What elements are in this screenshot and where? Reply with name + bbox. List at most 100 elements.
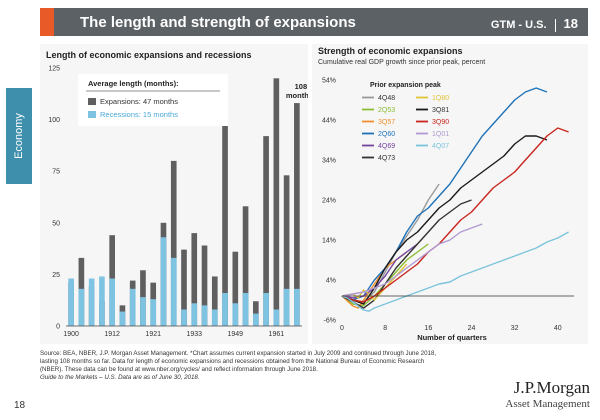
legend-label-3q90: 3Q90 bbox=[432, 119, 449, 126]
recession-bar bbox=[294, 288, 300, 326]
page-number: 18 bbox=[14, 400, 26, 411]
bar-y-tick-label: 100 bbox=[48, 117, 60, 124]
recession-bar bbox=[170, 257, 177, 326]
legend-label-4q73: 4Q73 bbox=[378, 155, 395, 162]
legend-label-1q01: 1Q01 bbox=[432, 131, 449, 138]
series-line-4q73 bbox=[341, 199, 472, 309]
legend-label-recessions: Recessions: 15 months bbox=[100, 110, 178, 119]
recession-bar bbox=[119, 311, 126, 326]
line-x-tick-label: 24 bbox=[468, 325, 476, 332]
legend-label-2q60: 2Q60 bbox=[378, 131, 395, 138]
line-chart-subtitle: Cumulative real GDP growth since prior p… bbox=[318, 59, 485, 66]
right-panel: Strength of economic expansions Cumulati… bbox=[312, 44, 588, 344]
expansion-bar bbox=[232, 251, 239, 326]
line-x-tick-label: 0 bbox=[340, 325, 344, 332]
recession-bar bbox=[88, 278, 95, 326]
recession-bar bbox=[222, 292, 228, 326]
bar-x-tick-label: 1949 bbox=[228, 331, 244, 338]
recession-bar bbox=[253, 313, 259, 326]
bar-y-tick-label: 25 bbox=[52, 272, 60, 279]
expansion-bar bbox=[242, 206, 249, 326]
bar-y-tick-label: 50 bbox=[52, 220, 60, 227]
expansion-bar bbox=[181, 249, 187, 326]
bar-x-tick-label: 1900 bbox=[63, 331, 79, 338]
expansion-bar bbox=[273, 78, 280, 326]
recession-bar bbox=[181, 309, 187, 326]
recession-bar bbox=[150, 299, 157, 326]
series-line-1q80 bbox=[341, 263, 408, 301]
legend-label-3q57: 3Q57 bbox=[378, 119, 395, 126]
series-line-3q81 bbox=[341, 135, 548, 305]
header-accent-mark bbox=[40, 8, 54, 36]
legend-swatch-expansions bbox=[88, 98, 96, 105]
expansion-bar bbox=[263, 136, 269, 326]
legend-label-expansions: Expansions: 47 months bbox=[100, 97, 178, 106]
recession-bar bbox=[273, 309, 280, 326]
footnote-line-3: (NBER). These data can be found at www.n… bbox=[40, 366, 318, 373]
legend-label-1q80: 1Q80 bbox=[432, 95, 449, 102]
recession-bar bbox=[78, 288, 85, 326]
line-legend-title: Prior expansion peak bbox=[370, 82, 441, 89]
recession-bar bbox=[191, 303, 198, 326]
market-label: GTM - U.S. bbox=[490, 19, 547, 31]
series-line-4q07 bbox=[341, 231, 569, 312]
bar-y-tick-label: 125 bbox=[48, 66, 60, 73]
series-line-1q01 bbox=[341, 223, 483, 297]
footnote-line-2: lasting 108 months so far. Data for leng… bbox=[40, 358, 425, 365]
line-y-tick-label: 44% bbox=[322, 118, 336, 125]
line-x-tick-label: 40 bbox=[554, 325, 562, 332]
footnote: Source: BEA, NBER, J.P. Morgan Asset Man… bbox=[40, 350, 470, 382]
bar-x-tick-label: 1921 bbox=[145, 331, 161, 338]
line-y-tick-label: 14% bbox=[322, 238, 336, 245]
recession-bar bbox=[160, 237, 167, 326]
bar-x-tick-label: 1961 bbox=[269, 331, 285, 338]
line-chart-xlabel: Number of quarters bbox=[417, 333, 487, 342]
line-x-tick-label: 16 bbox=[424, 325, 432, 332]
recession-bar bbox=[68, 278, 74, 326]
expansion-bar bbox=[191, 233, 198, 326]
bar-legend-title: Average length (months): bbox=[88, 79, 179, 88]
legend-label-4q69: 4Q69 bbox=[378, 143, 395, 150]
logo-line-1: J.P.Morgan bbox=[513, 378, 590, 397]
bar-chart-title: Length of economic expansions and recess… bbox=[46, 50, 252, 60]
line-x-tick-label: 32 bbox=[511, 325, 519, 332]
header-right: GTM - U.S. 18 bbox=[491, 16, 578, 32]
header-divider bbox=[554, 18, 556, 32]
bar-x-tick-label: 1933 bbox=[186, 331, 202, 338]
left-panel: Length of economic expansions and recess… bbox=[40, 44, 366, 344]
line-y-tick-label: 4% bbox=[326, 278, 336, 285]
recession-bar bbox=[201, 305, 208, 326]
footnote-line-1: Source: BEA, NBER, J.P. Morgan Asset Man… bbox=[40, 350, 437, 357]
expansion-bar bbox=[201, 245, 208, 326]
legend-label-4q07: 4Q07 bbox=[432, 143, 449, 150]
series-line-3q90 bbox=[341, 127, 569, 303]
recession-bar bbox=[99, 276, 105, 326]
expansion-bar bbox=[170, 160, 177, 326]
line-y-tick-label: -6% bbox=[324, 318, 336, 325]
recession-bar bbox=[109, 278, 115, 326]
expansion-bar bbox=[211, 276, 218, 326]
legend-label-3q81: 3Q81 bbox=[432, 107, 449, 114]
line-y-tick-label: 54% bbox=[322, 78, 336, 85]
recession-bar bbox=[283, 288, 290, 326]
bar-chart: Length of economic expansions and recess… bbox=[46, 50, 366, 338]
recession-bar bbox=[129, 288, 136, 326]
series-line-4q69 bbox=[341, 243, 418, 299]
header-bar bbox=[40, 8, 588, 36]
bar-legend-box bbox=[78, 74, 228, 126]
legend-label-2q53: 2Q53 bbox=[378, 107, 395, 114]
line-y-tick-label: 24% bbox=[322, 198, 336, 205]
page-title: The length and strength of expansions bbox=[80, 14, 356, 31]
series-line-2q60 bbox=[341, 87, 548, 301]
side-tab: Economy bbox=[6, 88, 32, 184]
expansion-bar bbox=[294, 103, 300, 326]
legend-swatch-recessions bbox=[88, 111, 96, 118]
recession-bar bbox=[211, 309, 218, 326]
recession-bar bbox=[263, 292, 269, 326]
expansion-bar bbox=[283, 175, 290, 326]
line-chart: Strength of economic expansions Cumulati… bbox=[318, 46, 574, 342]
bar-x-tick-label: 1912 bbox=[104, 331, 120, 338]
line-y-tick-label: 34% bbox=[322, 158, 336, 165]
bar-y-tick-label: 0 bbox=[56, 324, 60, 331]
